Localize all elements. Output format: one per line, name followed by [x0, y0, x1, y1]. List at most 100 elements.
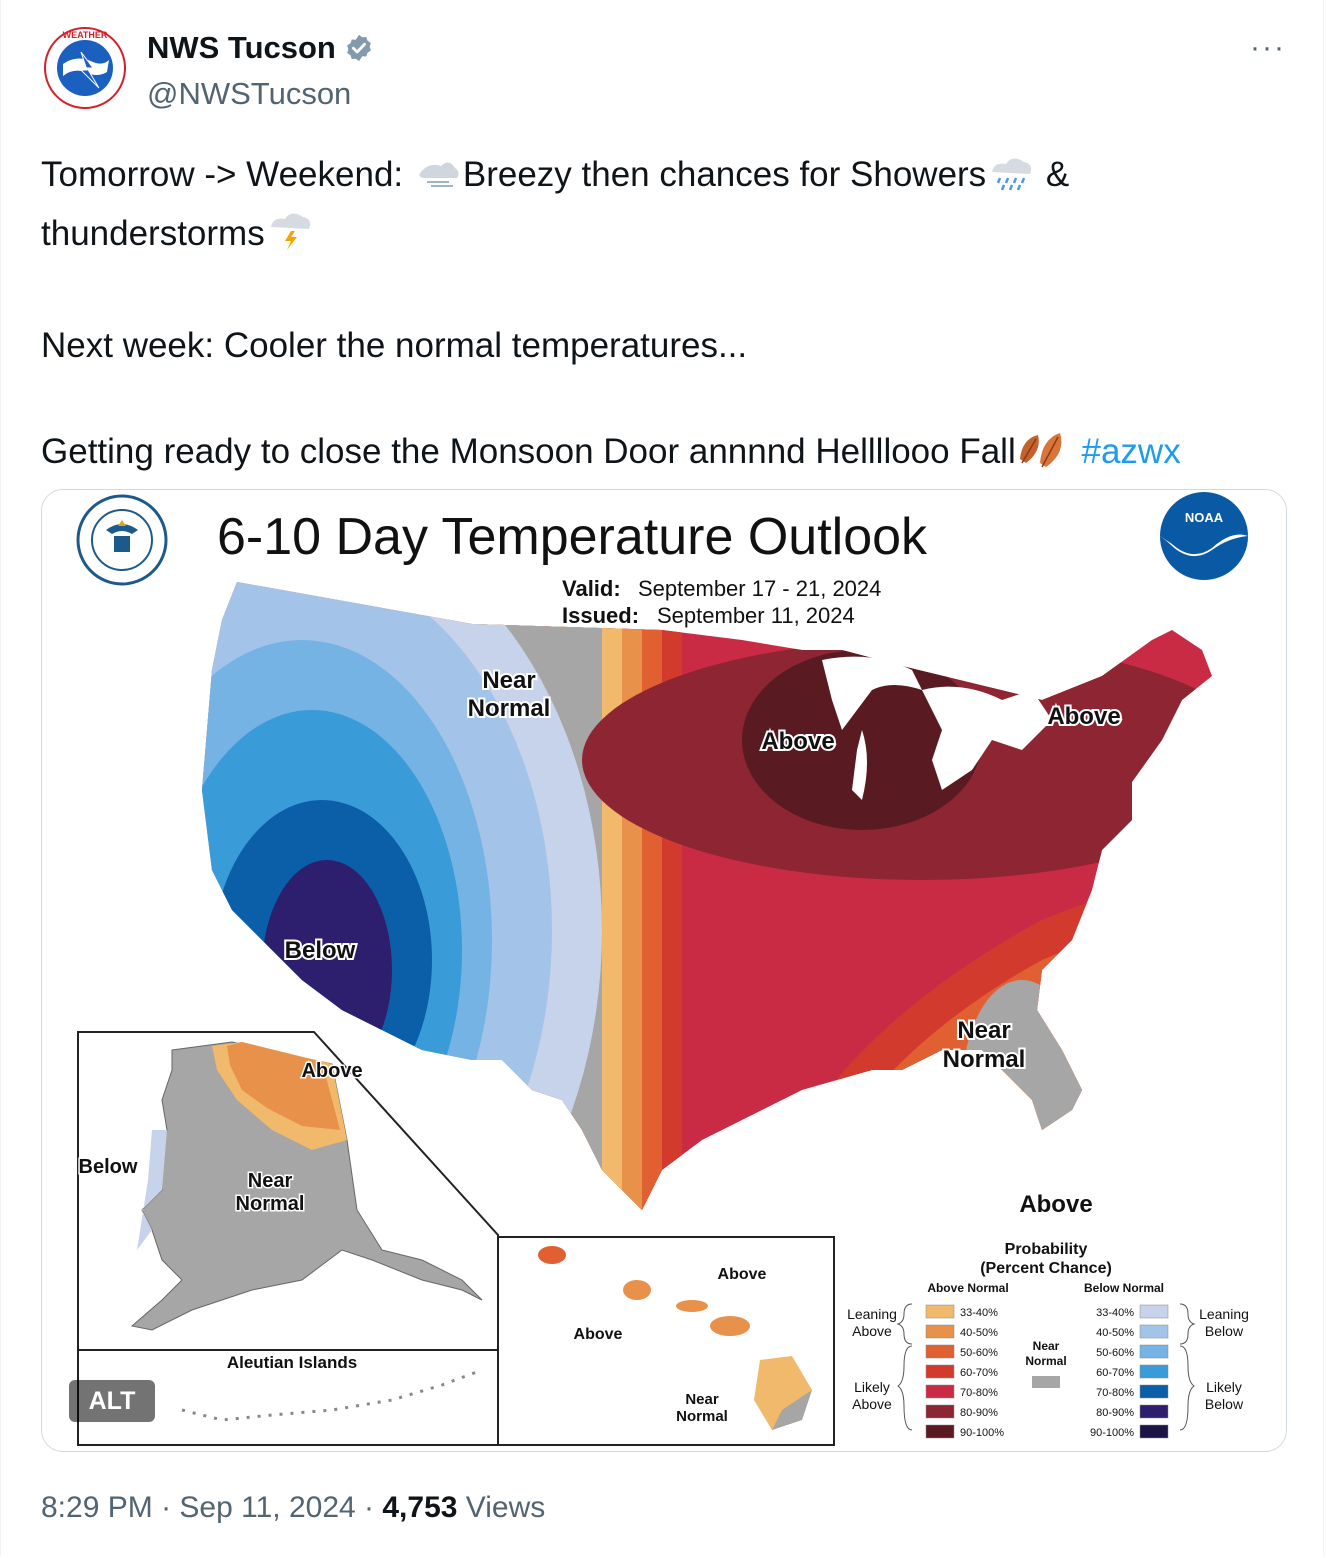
legend-likely-below-a: Likely: [1206, 1379, 1242, 1395]
hi-label-near-b: Normal: [676, 1408, 728, 1425]
legend-below-swatch: [1139, 1304, 1169, 1319]
tweet-line-4: Getting ready to close the Monsoon Door …: [41, 425, 1291, 484]
legend-below-label: 40-50%: [1096, 1327, 1134, 1339]
legend-above-label: 60-70%: [960, 1367, 998, 1379]
tweet-line-1-c: &: [1036, 155, 1070, 194]
legend-leaning-above-a: Leaning: [847, 1306, 897, 1322]
hi-label-near-a: Near: [685, 1391, 719, 1408]
thunder-cloud-emoji-icon: [265, 207, 315, 266]
legend-likely-above-b: Above: [852, 1396, 892, 1412]
noaa-logo-icon: NOAA: [1160, 492, 1248, 580]
tweet-blank-line: [41, 372, 1291, 425]
legend-below-swatch: [1139, 1384, 1169, 1399]
display-name-text: NWS Tucson: [147, 30, 336, 65]
legend-likely-above-a: Likely: [854, 1379, 890, 1395]
label-below-southwest: Below: [285, 937, 356, 964]
fallen-leaf-emoji-icon: [1016, 429, 1072, 484]
views-count[interactable]: 4,753: [382, 1491, 458, 1524]
verified-badge-icon: [347, 34, 371, 62]
label-near-normal-west-a: Near: [482, 667, 535, 694]
legend-below-label: 50-60%: [1096, 1347, 1134, 1359]
ak-label-below: Below: [79, 1156, 138, 1178]
legend-above-label: 33-40%: [960, 1307, 998, 1319]
legend-above-swatch: [925, 1424, 955, 1439]
legend-above-label: 40-50%: [960, 1327, 998, 1339]
commerce-seal-icon: [76, 494, 168, 586]
legend-above-swatch: [925, 1324, 955, 1339]
legend-near-b: Normal: [1025, 1354, 1066, 1368]
tweet-line-1: Tomorrow -> Weekend: Breezy then chances…: [41, 148, 1291, 207]
legend-below-header: Below Normal: [1084, 1281, 1164, 1295]
legend-above-swatch: [925, 1384, 955, 1399]
tweet-line-3: Next week: Cooler the normal temperature…: [41, 326, 748, 365]
legend: Probability (Percent Chance) Above Norma…: [847, 1241, 1249, 1439]
tweet-line-2: thunderstorms: [41, 207, 1291, 266]
legend-above-swatch: [925, 1344, 955, 1359]
tweet-line-1-a: Tomorrow -> Weekend:: [41, 155, 413, 194]
legend-above-swatch: [925, 1364, 955, 1379]
tweet-media-image[interactable]: 6-10 Day Temperature Outlook Valid: Sept…: [41, 489, 1287, 1452]
hi-label-above-1: Above: [718, 1266, 767, 1283]
legend-below-swatch: [1139, 1404, 1169, 1419]
nws-logo-icon: WEATHER: [42, 25, 128, 111]
legend-below-swatch: [1139, 1364, 1169, 1379]
legend-below-swatch: [1139, 1344, 1169, 1359]
map-title: 6-10 Day Temperature Outlook: [217, 508, 928, 566]
separator-dot: ·: [364, 1491, 375, 1524]
legend-below-label: 80-90%: [1096, 1407, 1134, 1419]
wind-emoji-icon: [413, 154, 463, 207]
hawaii-inset: Above Above Near Normal: [497, 1236, 835, 1446]
label-near-normal-west-b: Normal: [468, 695, 551, 722]
rain-cloud-emoji-icon: [986, 152, 1036, 207]
ak-label-near-a: Near: [248, 1170, 293, 1192]
issued-label: Issued:: [562, 603, 639, 628]
alaska-inset: Above Below Near Normal Aleutian Islands: [77, 1031, 499, 1446]
legend-below-label: 90-100%: [1090, 1427, 1134, 1439]
legend-above-header: Above Normal: [927, 1281, 1008, 1295]
legend-below-swatch: [1139, 1324, 1169, 1339]
tweet-line-1-b: Breezy then chances for Showers: [462, 155, 987, 194]
label-near-normal-southeast-a: Near: [957, 1017, 1010, 1044]
ak-label-near-b: Normal: [236, 1193, 305, 1215]
legend-near-a: Near: [1033, 1339, 1060, 1353]
issued-value: September 11, 2024: [657, 603, 855, 628]
label-above-midwest: Above: [761, 728, 834, 755]
label-near-normal-southeast-b: Normal: [943, 1046, 1026, 1073]
tweet-date[interactable]: Sep 11, 2024: [179, 1491, 356, 1524]
label-above-northeast: Above: [1047, 703, 1120, 730]
hi-label-above-2: Above: [574, 1326, 623, 1343]
legend-below-items: 33-40% 40-50% 50-60% 60-70% 70-80% 80-90% 90-1…: [1090, 1304, 1169, 1439]
separator-dot: ·: [161, 1491, 172, 1524]
legend-leaning-below-a: Leaning: [1199, 1306, 1249, 1322]
legend-leaning-below-b: Below: [1205, 1323, 1244, 1339]
alt-badge-button[interactable]: ALT: [69, 1380, 155, 1422]
ak-label-above: Above: [301, 1060, 362, 1082]
hashtag-link[interactable]: #azwx: [1081, 432, 1181, 471]
legend-above-label: 90-100%: [960, 1427, 1004, 1439]
valid-label: Valid:: [562, 576, 621, 601]
legend-below-label: 60-70%: [1096, 1367, 1134, 1379]
avatar[interactable]: WEATHER: [41, 24, 129, 112]
legend-above-label: 70-80%: [960, 1387, 998, 1399]
label-above-florida: Above: [1019, 1191, 1092, 1218]
tweet-line-2-text: thunderstorms: [41, 214, 265, 253]
legend-leaning-above-b: Above: [852, 1323, 892, 1339]
legend-above-label: 80-90%: [960, 1407, 998, 1419]
legend-title-b: (Percent Chance): [980, 1260, 1112, 1277]
temperature-outlook-map: 6-10 Day Temperature Outlook Valid: Sept…: [42, 490, 1286, 1451]
tweet-time[interactable]: 8:29 PM: [41, 1491, 153, 1524]
display-name[interactable]: NWS Tucson: [147, 30, 374, 66]
legend-above-items: 33-40% 40-50% 50-60% 60-70% 70-80% 80-90% 90-1…: [925, 1304, 1004, 1439]
legend-below-swatch: [1139, 1424, 1169, 1439]
more-options-icon[interactable]: ···: [1250, 31, 1286, 64]
legend-above-swatch: [925, 1304, 955, 1319]
legend-above-label: 50-60%: [960, 1347, 998, 1359]
handle[interactable]: @NWSTucson: [147, 76, 352, 111]
legend-above-swatch: [925, 1404, 955, 1419]
legend-below-label: 33-40%: [1096, 1307, 1134, 1319]
svg-text:WEATHER: WEATHER: [63, 30, 108, 40]
tweet-text: Tomorrow -> Weekend: Breezy then chances…: [41, 148, 1291, 484]
noaa-label: NOAA: [1185, 510, 1224, 525]
tweet-footer: 8:29 PM · Sep 11, 2024 · 4,753 Views: [41, 1488, 545, 1528]
